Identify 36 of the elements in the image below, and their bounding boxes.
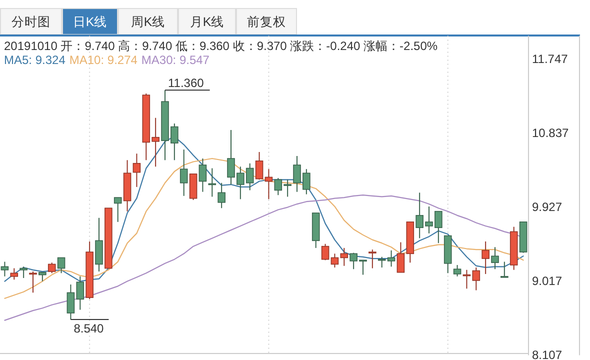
y-tick-label: 8.107 <box>532 348 562 360</box>
chart-subtitle: 20191010 开：9.740 高：9.740 低：9.360 收：9.370 涨跌：-0.240 涨幅：-2.50% <box>4 39 438 53</box>
candlestick <box>95 217 103 272</box>
candlestick <box>453 264 462 277</box>
candlestick <box>57 257 66 274</box>
y-tick-label: 9.927 <box>532 200 562 214</box>
annotation: 8.540 <box>74 322 104 336</box>
candlestick <box>255 151 264 180</box>
candlestick <box>10 268 18 280</box>
text: 分时图 <box>12 15 50 29</box>
candlestick <box>500 261 508 278</box>
candlestick <box>48 262 56 274</box>
candlestick <box>482 240 490 274</box>
y-tick-label: 9.017 <box>532 274 562 288</box>
candlestick <box>264 168 273 200</box>
line-series <box>4 158 524 299</box>
candlestick <box>491 246 499 270</box>
text: MA30: 9.547 <box>141 53 210 67</box>
text: MA5: 9.324 <box>4 53 66 67</box>
text: 月K线 <box>190 15 224 29</box>
candlestick <box>114 197 122 222</box>
candlestick <box>0 261 9 277</box>
text: 周K线 <box>130 15 166 29</box>
text: 日K线 <box>72 15 108 29</box>
annotation: 11.360 <box>168 76 204 90</box>
candlestick <box>321 243 330 261</box>
candlestick <box>198 158 207 192</box>
text: MA10: 9.274 <box>69 53 138 67</box>
candlestick <box>218 182 226 209</box>
candlestick <box>132 153 141 188</box>
y-tick-label: 11.747 <box>532 52 568 66</box>
candlestick <box>368 249 376 269</box>
candlestick <box>20 266 28 279</box>
candlestick <box>180 149 188 196</box>
text: 前复权 <box>247 15 286 29</box>
y-tick-label: 10.837 <box>532 126 570 140</box>
